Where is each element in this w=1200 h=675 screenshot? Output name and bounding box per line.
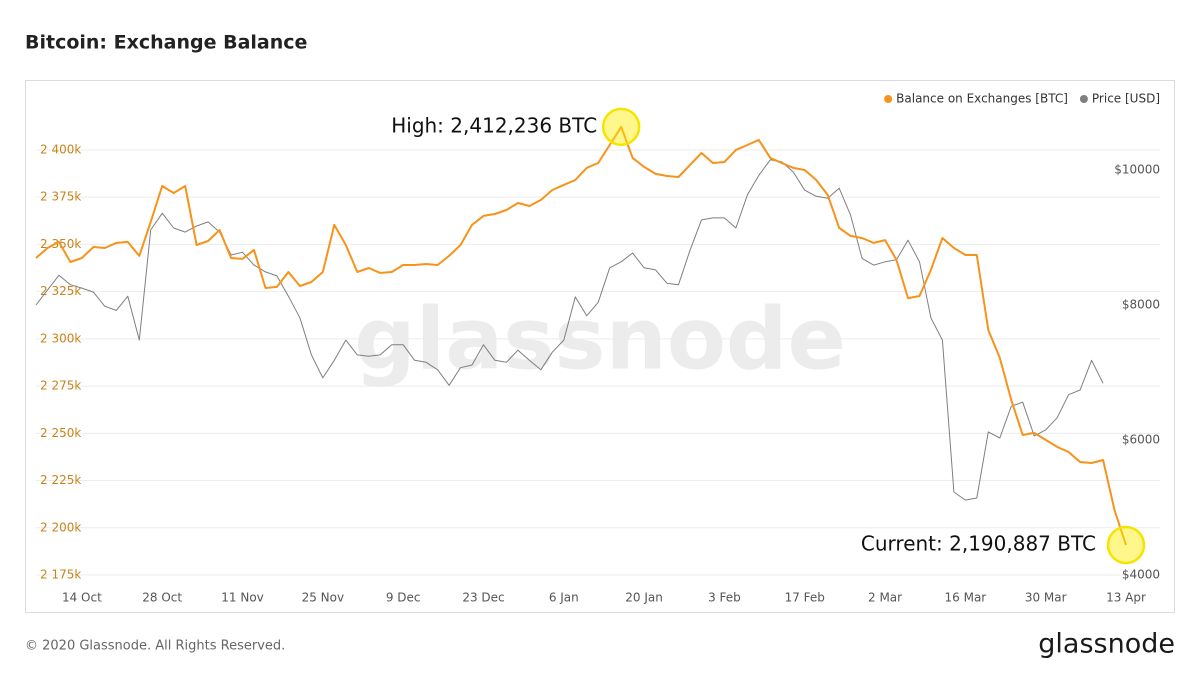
copyright: © 2020 Glassnode. All Rights Reserved. — [25, 639, 285, 654]
series-line — [35, 125, 1127, 546]
x-tick-label: 6 Jan — [549, 591, 579, 605]
legend-label: Price [USD] — [1092, 92, 1160, 106]
x-tick-label: 28 Oct — [142, 591, 182, 605]
x-tick-label: 9 Dec — [386, 591, 421, 605]
x-tick-label: 13 Apr — [1106, 591, 1146, 605]
y-tick-label: 2 275k — [40, 379, 81, 393]
y-tick-label: 2 325k — [40, 284, 81, 298]
y-tick-label: 2 400k — [40, 142, 81, 156]
x-tick-label: 16 Mar — [945, 591, 987, 605]
x-tick-label: 11 Nov — [221, 591, 264, 605]
x-tick-label: 2 Mar — [868, 591, 902, 605]
legend-label: Balance on Exchanges [BTC] — [896, 92, 1068, 106]
x-tick-label: 30 Mar — [1025, 591, 1067, 605]
x-tick-label: 23 Dec — [462, 591, 504, 605]
y2-tick-label: $6000 — [1122, 432, 1160, 446]
y-tick-label: 2 300k — [40, 331, 81, 345]
annotation: Current: 2,190,887 BTC — [861, 531, 1096, 555]
watermark: glassnode — [354, 289, 846, 389]
highlight-marker — [1106, 525, 1146, 565]
legend: Price [USD] Balance on Exchanges [BTC] — [884, 92, 1160, 106]
series-line — [35, 159, 1104, 501]
y-tick-label: 2 175k — [40, 568, 81, 582]
x-tick-label: 17 Feb — [785, 591, 825, 605]
highlight-marker — [601, 107, 641, 147]
legend-swatch — [1079, 95, 1088, 103]
y-tick-label: 2 200k — [40, 520, 81, 534]
y-tick-label: 2 250k — [40, 426, 81, 440]
x-tick-label: 14 Oct — [62, 591, 102, 605]
x-tick-label: 25 Nov — [302, 591, 345, 605]
y2-tick-label: $10000 — [1114, 162, 1160, 176]
chart-frame — [25, 80, 1175, 613]
annotation: High: 2,412,236 BTC — [391, 113, 597, 137]
x-tick-label: 3 Feb — [708, 591, 741, 605]
y2-tick-label: $8000 — [1122, 297, 1160, 311]
y2-tick-label: $4000 — [1122, 567, 1160, 581]
x-tick-label: 20 Jan — [625, 591, 663, 605]
y-tick-label: 2 375k — [40, 190, 81, 204]
legend-swatch — [884, 95, 893, 103]
y-tick-label: 2 225k — [40, 473, 81, 487]
logo[interactable]: glassnode — [1038, 629, 1175, 660]
chart-title: Bitcoin: Exchange Balance — [25, 32, 307, 54]
